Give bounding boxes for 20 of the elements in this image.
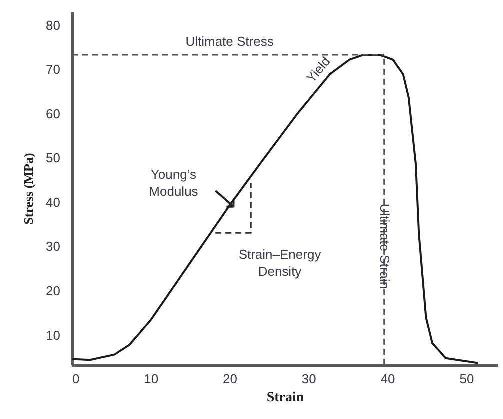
- y-tick-label: 20: [46, 284, 60, 299]
- annotation: Ultimate Strain: [377, 204, 392, 290]
- y-tick-label: 30: [46, 239, 60, 254]
- x-tick-label: 30: [302, 372, 316, 386]
- y-axis-title: Stress (MPa): [21, 153, 36, 225]
- x-tick-label: 40: [380, 372, 396, 386]
- x-tick-label: 0: [72, 372, 80, 386]
- y-tick-label: 80: [46, 18, 60, 33]
- y-tick-label: 40: [46, 194, 60, 210]
- y-tick-label: 60: [46, 106, 60, 122]
- x-tick-label: 20: [223, 372, 238, 386]
- x-axis-title: Strain: [266, 390, 304, 406]
- x-tick-label: 10: [144, 372, 159, 386]
- annotation: Strain–Energy Density: [238, 247, 322, 279]
- x-tick-label: 50: [460, 372, 474, 386]
- y-tick-label: 10: [46, 328, 60, 343]
- annotation: Young’s Modulus: [149, 166, 199, 199]
- annotation: Ultimate Stress: [186, 34, 274, 49]
- y-tick-label: 70: [46, 62, 60, 78]
- y-tick-label: 50: [46, 150, 60, 166]
